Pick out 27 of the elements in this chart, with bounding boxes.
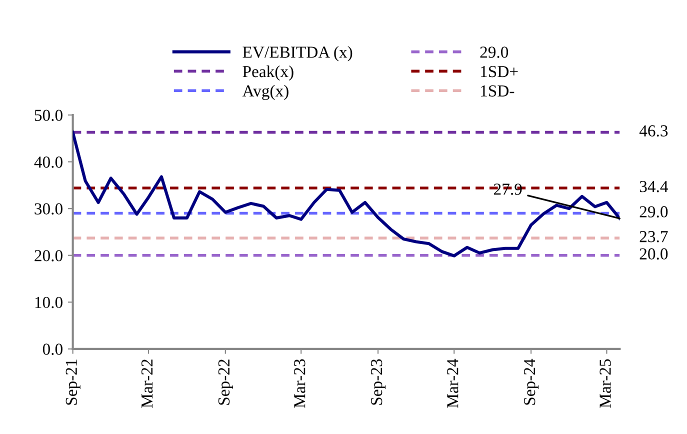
y-tick-label: 40.0 <box>34 156 62 168</box>
line-series <box>72 130 620 258</box>
legend-label: 1SD+ <box>481 66 518 78</box>
x-tick-label: Sep-21 <box>66 360 80 405</box>
annotation: 27.9 <box>494 184 522 195</box>
data-label: 46.3 <box>639 125 668 137</box>
legend-label: Avg(x) <box>242 84 288 100</box>
legend-label: EV/EBITDA (x) <box>242 46 352 62</box>
data-label: 34.4 <box>640 180 668 192</box>
data-label: 29.0 <box>640 206 668 218</box>
x-tick-label: Mar-24 <box>447 358 458 408</box>
x-tick-label: Mar-25 <box>600 359 611 408</box>
x-tick-label: Sep-23 <box>370 359 386 405</box>
data-label: 20.0 <box>640 248 668 260</box>
legend-label: 29.0 <box>480 46 508 58</box>
y-tick-label: 10.0 <box>35 296 62 308</box>
y-tick-label: 50.0 <box>34 110 62 122</box>
x-tick-label: Mar-22 <box>141 360 153 408</box>
x-tick-label: Sep-24 <box>524 358 539 405</box>
y-tick-label: 30.0 <box>34 203 62 215</box>
data-label: 23.7 <box>640 231 668 242</box>
y-tick-label: 0.0 <box>42 344 62 355</box>
x-tick-label: Sep-22 <box>218 360 233 405</box>
y-tick-label: 20.0 <box>34 250 62 262</box>
x-tick-label: Mar-23 <box>294 359 306 408</box>
legend-label: Peak(x) <box>242 65 294 81</box>
legend-label: 1SD- <box>481 85 514 97</box>
